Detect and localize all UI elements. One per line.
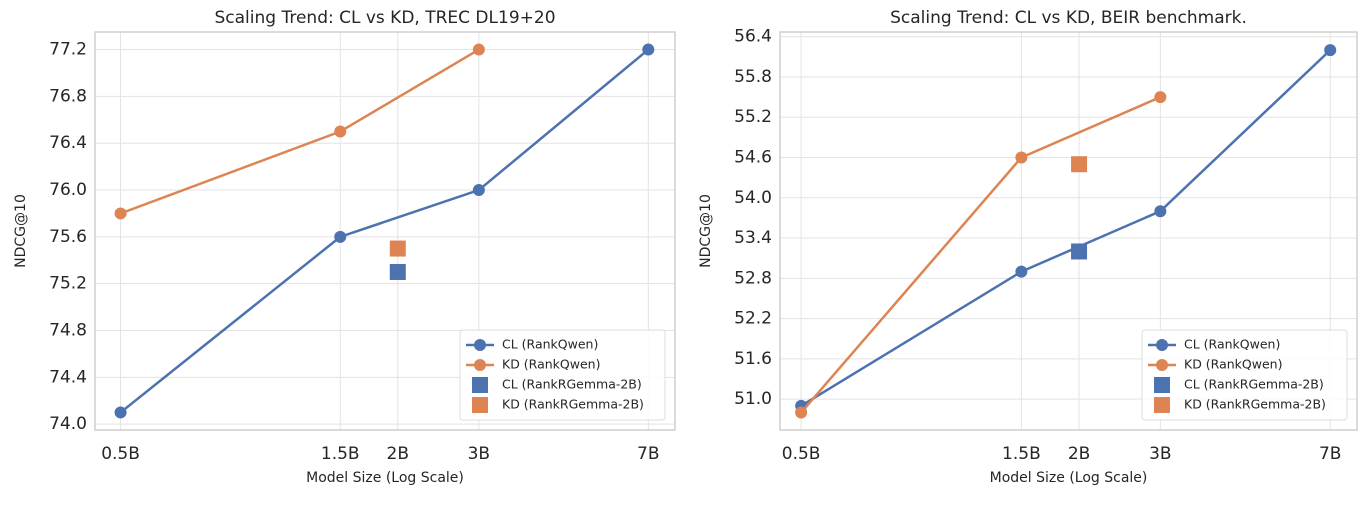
legend-square bbox=[472, 377, 488, 393]
point-marker bbox=[795, 406, 808, 419]
x-tick-label: 3B bbox=[1149, 444, 1171, 464]
y-tick-label: 52.2 bbox=[734, 309, 772, 329]
y-tick-label: 77.2 bbox=[49, 40, 87, 60]
y-tick-label: 54.0 bbox=[734, 188, 772, 208]
x-tick-label: 0.5B bbox=[782, 444, 821, 464]
y-tick-label: 75.6 bbox=[49, 227, 87, 247]
point-marker bbox=[114, 406, 127, 419]
x-tick-label: 1.5B bbox=[1002, 444, 1041, 464]
legend-label: KD (RankRGemma-2B) bbox=[1184, 397, 1326, 412]
y-tick-label: 54.6 bbox=[734, 148, 772, 168]
y-axis-label: NDCG@10 bbox=[698, 194, 714, 268]
point-marker bbox=[1154, 91, 1167, 104]
plot-border bbox=[94, 31, 676, 431]
legend-square bbox=[1154, 377, 1170, 393]
x-axis-label: Model Size (Log Scale) bbox=[990, 470, 1148, 486]
point-marker bbox=[642, 43, 655, 56]
legend-marker bbox=[1156, 339, 1168, 351]
y-tick-label: 76.0 bbox=[49, 180, 87, 200]
x-tick-label: 7B bbox=[637, 444, 659, 464]
y-tick-label: 76.8 bbox=[49, 86, 87, 106]
legend-label: CL (RankRGemma-2B) bbox=[502, 377, 642, 392]
square-marker bbox=[1071, 156, 1088, 173]
legend-label: CL (RankQwen) bbox=[1184, 337, 1280, 352]
chart-title: Scaling Trend: CL vs KD, TREC DL19+20 bbox=[214, 8, 555, 28]
x-tick-label: 2B bbox=[1068, 444, 1090, 464]
y-tick-label: 51.6 bbox=[734, 349, 772, 369]
legend-label: CL (RankQwen) bbox=[502, 337, 598, 352]
legend-label: KD (RankRGemma-2B) bbox=[502, 397, 644, 412]
y-tick-label: 74.4 bbox=[49, 367, 87, 387]
y-tick-label: 74.0 bbox=[49, 414, 87, 434]
point-marker bbox=[1154, 205, 1167, 218]
x-tick-label: 3B bbox=[468, 444, 490, 464]
legend-square bbox=[472, 397, 488, 413]
chart-title: Scaling Trend: CL vs KD, BEIR benchmark. bbox=[890, 8, 1247, 28]
x-tick-label: 2B bbox=[387, 444, 409, 464]
y-tick-label: 76.4 bbox=[49, 133, 87, 153]
series-line bbox=[800, 49, 1332, 407]
chart: 51.0 51.6 52.2 52.8 53.4 54.0 54.6 55.2 55.8 56.4… bbox=[698, 8, 1358, 486]
point-marker bbox=[472, 43, 485, 56]
square-marker bbox=[1071, 243, 1088, 260]
point-marker bbox=[472, 184, 485, 197]
legend: CL (RankQwen) KD (RankQwen) CL (RankRGemma… bbox=[1141, 329, 1348, 421]
y-tick-label: 51.0 bbox=[734, 389, 772, 409]
square-marker bbox=[389, 240, 406, 257]
point-marker bbox=[1324, 44, 1337, 57]
legend-marker bbox=[474, 339, 486, 351]
chart: 74.0 74.4 74.8 75.2 75.6 76.0 76.4 76.8 77.2 0.5B… bbox=[13, 8, 676, 486]
legend-box bbox=[459, 329, 666, 421]
y-tick-label: 74.8 bbox=[49, 321, 87, 341]
y-tick-label: 55.8 bbox=[734, 67, 772, 87]
legend-marker bbox=[1156, 359, 1168, 371]
point-marker bbox=[1015, 265, 1028, 278]
x-tick-label: 1.5B bbox=[321, 444, 360, 464]
legend-box bbox=[1141, 329, 1348, 421]
square-marker bbox=[389, 263, 406, 280]
point-marker bbox=[334, 125, 347, 138]
legend: CL (RankQwen) KD (RankQwen) CL (RankRGemma… bbox=[459, 329, 666, 421]
plot-border bbox=[779, 31, 1358, 431]
y-tick-label: 55.2 bbox=[734, 107, 772, 127]
series-line bbox=[119, 48, 650, 414]
y-tick-label: 75.2 bbox=[49, 274, 87, 294]
y-tick-label: 52.8 bbox=[734, 268, 772, 288]
x-tick-label: 7B bbox=[1319, 444, 1341, 464]
y-tick-label: 56.4 bbox=[734, 27, 772, 47]
x-tick-label: 0.5B bbox=[101, 444, 140, 464]
legend-marker bbox=[474, 359, 486, 371]
point-marker bbox=[334, 230, 347, 243]
legend-label: KD (RankQwen) bbox=[1184, 357, 1282, 372]
x-axis-label: Model Size (Log Scale) bbox=[306, 470, 464, 486]
legend-square bbox=[1154, 397, 1170, 413]
legend-label: CL (RankRGemma-2B) bbox=[1184, 377, 1324, 392]
point-marker bbox=[1015, 151, 1028, 164]
legend-label: KD (RankQwen) bbox=[502, 357, 600, 372]
y-axis-label: NDCG@10 bbox=[13, 194, 29, 268]
point-marker bbox=[114, 207, 127, 220]
y-tick-label: 53.4 bbox=[734, 228, 772, 248]
